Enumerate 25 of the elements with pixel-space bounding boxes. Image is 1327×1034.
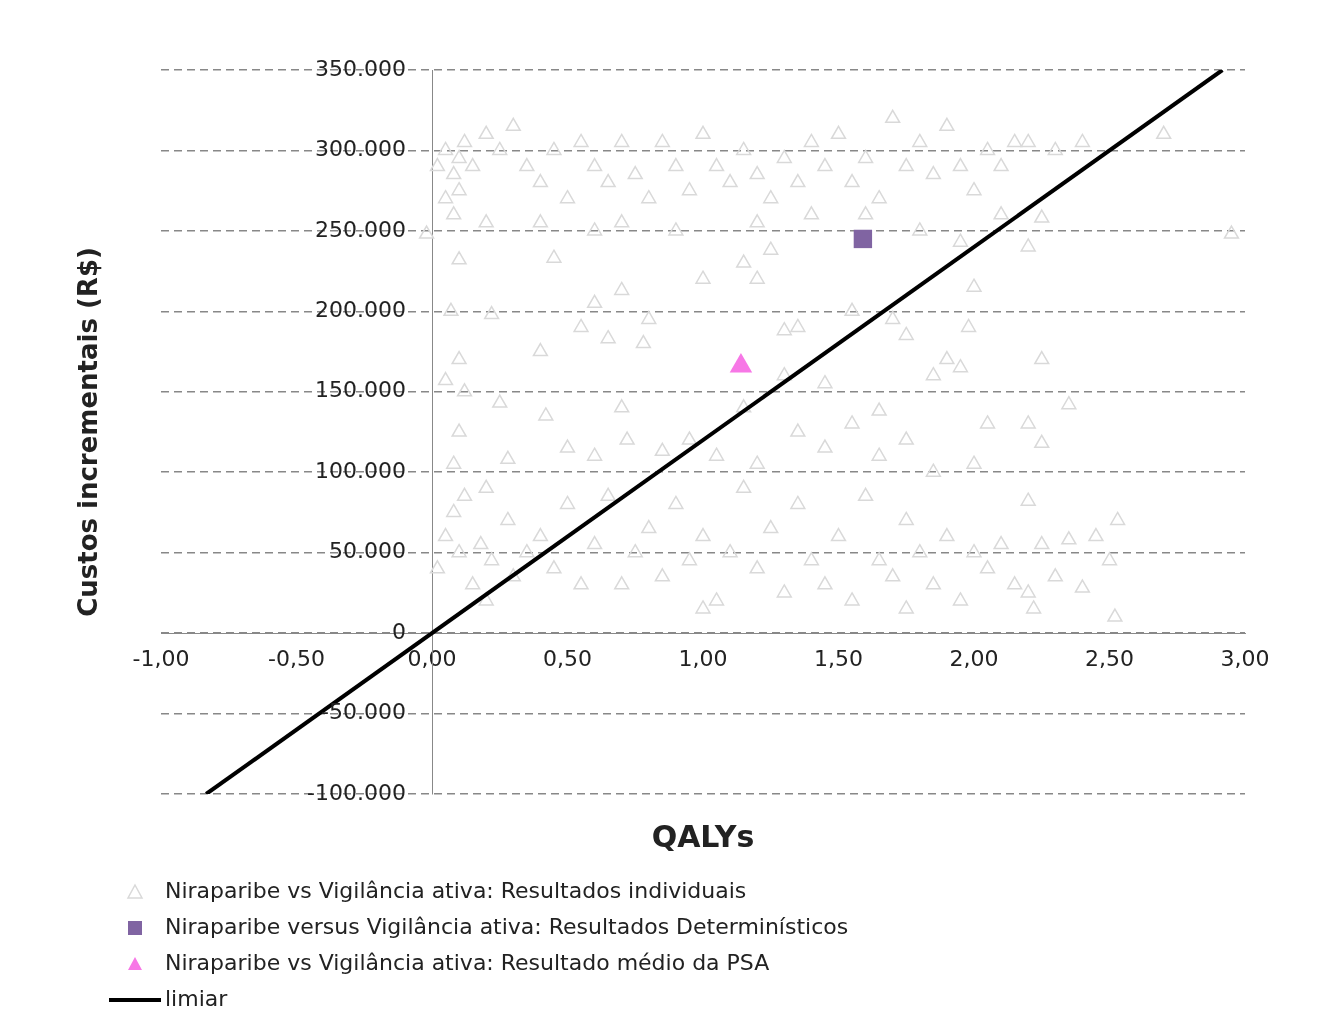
x-tick-label: 1,00	[678, 646, 728, 672]
y-tick-label: 100.000	[315, 457, 406, 483]
x-axis-title: QALYs	[651, 818, 755, 854]
x-tick-label: -0,50	[268, 646, 325, 672]
y-tick-label: 50.000	[329, 538, 406, 564]
x-tick-label: 2,50	[1085, 646, 1134, 672]
x-tick-label: 3,00	[1220, 646, 1270, 672]
x-tick-label: 0,00	[407, 646, 457, 672]
y-tick-label: -50.000	[321, 699, 406, 725]
y-axis-title: Custos incrementais (R$)	[72, 247, 103, 617]
y-tick-label: 250.000	[315, 216, 406, 242]
x-tick-label: 0,50	[543, 646, 592, 672]
y-tick-label: 150.000	[315, 377, 406, 403]
legend-label: limiar	[165, 985, 229, 1011]
legend-label: Niraparibe vs Vigilância ativa: Resultado médio da PSA	[165, 949, 770, 975]
x-tick-label: 1,50	[814, 646, 863, 672]
legend-label: Niraparibe vs Vigilância ativa: Resultados individuais	[165, 877, 747, 903]
x-tick-label: 2,00	[949, 646, 999, 672]
y-tick-label: -100.000	[307, 779, 406, 805]
y-tick-label: 300.000	[315, 136, 406, 162]
y-tick-label: 200.000	[315, 297, 406, 323]
y-tick-label: 350.000	[315, 55, 406, 81]
y-tick-label: 0	[392, 618, 406, 644]
x-tick-label: -1,00	[132, 646, 190, 672]
legend-label: Niraparibe versus Vigilância ativa: Resultados Determinísticos	[165, 913, 849, 939]
